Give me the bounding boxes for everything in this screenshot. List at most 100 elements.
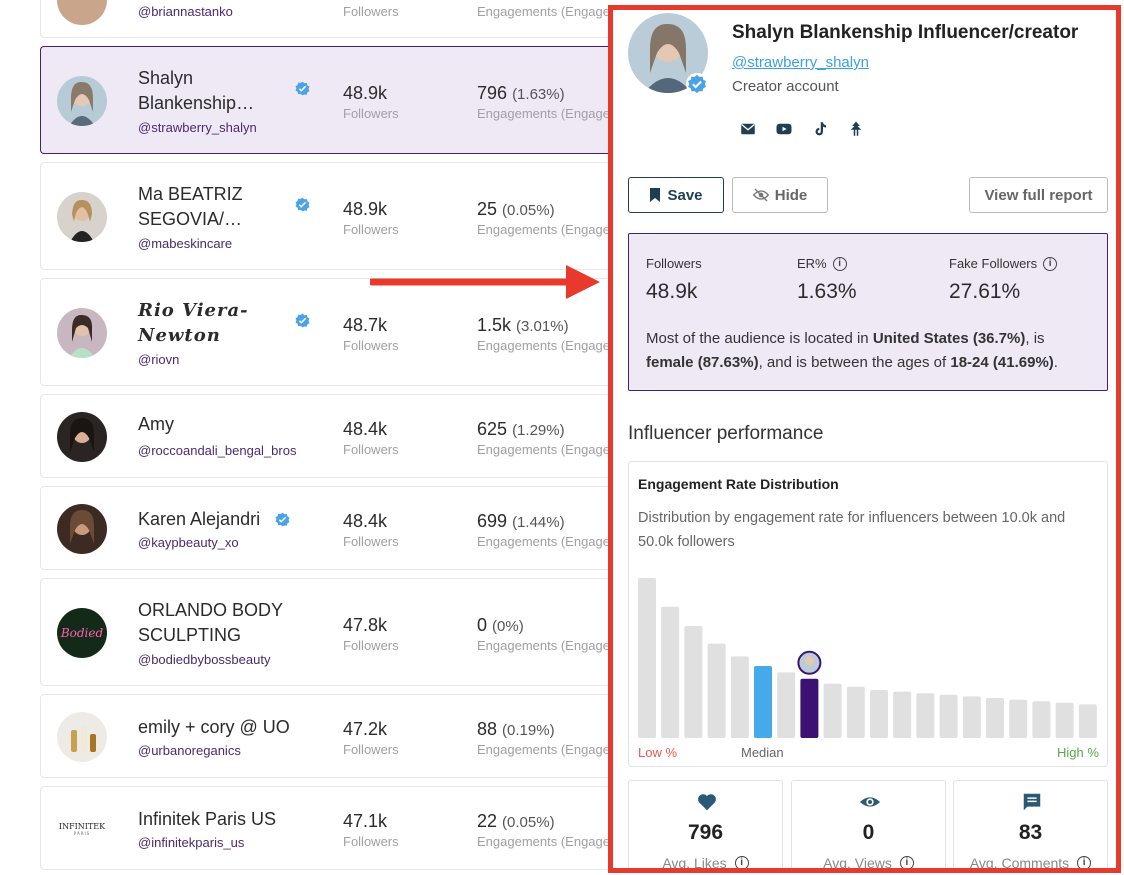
tiktok-icon[interactable] [811, 120, 829, 138]
chart-title: Engagement Rate Distribution [638, 476, 839, 492]
avatar-photo [57, 76, 107, 126]
followers-label: Followers [343, 4, 399, 19]
info-icon[interactable]: i [734, 856, 749, 868]
list-item-selected[interactable]: Shalyn Blankenship… @strawberry_shalyn 4… [40, 46, 621, 154]
summary-age: 18-24 (41.69%) [950, 354, 1054, 371]
engagements-label: Engagements (Engagem [477, 742, 621, 757]
eye-icon [859, 797, 881, 807]
chart-description: Distribution by engagement rate for infl… [638, 510, 1066, 550]
followers-metric-label-text: Followers [646, 256, 702, 271]
info-icon[interactable]: i [1077, 856, 1092, 868]
influencer-name[interactable]: Karen Alejandri [138, 509, 261, 529]
influencer-name[interactable]: Amy [138, 414, 174, 434]
engagements-pct: (0.19%) [502, 722, 555, 739]
engagements-label: Engagements (Engagem [477, 534, 621, 549]
account-type: Creator account [732, 78, 839, 95]
chart-bar [1055, 702, 1074, 738]
influencer-handle: @briannastanko [138, 4, 233, 19]
engagements-value: 0 [477, 615, 488, 635]
followers-label: Followers [343, 338, 399, 353]
influencer-handle: @urbanoreganics [138, 743, 241, 758]
info-icon[interactable]: i [832, 256, 847, 271]
chart-bar [684, 626, 703, 738]
verified-icon [686, 73, 708, 95]
youtube-icon[interactable] [775, 120, 793, 138]
brand-logo-subtext: PARIS [73, 831, 91, 836]
summary-text-2: , is [1025, 330, 1045, 347]
followers-count: 48.9k [343, 83, 388, 103]
followers-count: 47.2k [343, 719, 388, 739]
chart-bar [916, 693, 935, 738]
chart-bar [730, 656, 749, 738]
engagement-distribution-chart [638, 578, 1097, 738]
verified-icon [295, 313, 310, 328]
list-item[interactable]: Bodied ORLANDO BODY SCULPTING @bodiedbyb… [40, 578, 621, 686]
influencer-handle: @roccoandali_bengal_bros [138, 443, 297, 458]
avatar-photo [57, 412, 107, 462]
engagements-label: Engagements (Engagem [477, 338, 621, 353]
info-icon[interactable]: i [899, 856, 914, 868]
mail-icon[interactable] [739, 120, 757, 138]
engagements-count: 1.5k (3.01%) [477, 315, 569, 336]
avg-likes-card: 796 Avg. Likes i [628, 780, 783, 868]
report-button-label: View full report [984, 186, 1093, 204]
followers-count: 48.9k [343, 199, 388, 219]
median-label: Median [741, 745, 784, 760]
influencer-name[interactable]: emily + cory @ UO [138, 717, 290, 737]
chart-bar [777, 672, 796, 738]
list-item[interactable]: Karen Alejandri @kaypbeauty_xo 48.4k Fol… [40, 486, 621, 570]
hide-button[interactable]: Hide [732, 177, 828, 213]
list-item[interactable]: INFINITEK PARIS Infinitek Paris US @infi… [40, 786, 621, 870]
engagements-count: 22 (0.05%) [477, 811, 555, 832]
avatar-photo [57, 308, 107, 358]
view-full-report-button[interactable]: View full report [969, 177, 1108, 213]
comment-icon [1023, 793, 1041, 811]
avatar [57, 412, 107, 462]
profile-avatar [628, 13, 708, 93]
engagements-count: 625 (1.29%) [477, 419, 565, 440]
list-item[interactable]: Ma BEATRIZ SEGOVIA/… @mabeskincare 48.9k… [40, 162, 621, 270]
linktree-icon[interactable] [847, 120, 865, 138]
hide-button-label: Hide [774, 186, 808, 204]
influencer-name[interactable]: ORLANDO BODY SCULPTING [138, 600, 283, 645]
list-item[interactable]: Rio Viera-Newton @riovn 48.7k Followers … [40, 278, 621, 386]
avg-comments-value: 83 [1018, 821, 1043, 844]
followers-label: Followers [343, 834, 399, 849]
bookmark-icon [650, 188, 661, 202]
profile-handle-link[interactable]: @strawberry_shalyn [732, 54, 869, 71]
save-button-label: Save [667, 186, 703, 204]
followers-count: 48.4k [343, 511, 388, 531]
list-item[interactable]: Amy @roccoandali_bengal_bros 48.4k Follo… [40, 394, 621, 478]
heart-icon [698, 794, 716, 811]
summary-location: United States (36.7%) [872, 330, 1026, 347]
engagements-value: 625 [477, 419, 508, 439]
annotation-arrow [370, 265, 600, 299]
avatar [57, 76, 107, 126]
audience-summary-text: Most of the audience is located in Unite… [646, 327, 1096, 375]
avatar [57, 192, 107, 242]
summary-text-1: Most of the audience is located in [646, 330, 873, 347]
engagements-count: 25 (0.05%) [477, 199, 555, 220]
influencer-name[interactable]: Infinitek Paris US [138, 809, 277, 829]
influencer-name[interactable]: Shalyn Blankenship… [138, 68, 255, 113]
influencer-handle: @strawberry_shalyn [138, 120, 257, 135]
brand-logo-text: Bodied [60, 626, 104, 640]
list-item[interactable]: emily + cory @ UO @urbanoreganics 47.2k … [40, 694, 621, 778]
chart-bar-median [754, 666, 772, 738]
list-item[interactable]: @briannastanko Followers Engagements (En… [40, 0, 621, 38]
high-label: High % [1057, 745, 1099, 760]
info-icon[interactable]: i [1043, 256, 1058, 271]
summary-text-3: , and is between the ages of [758, 354, 951, 371]
avatar [57, 712, 107, 762]
influencer-name[interactable]: Ma BEATRIZ SEGOVIA/… [138, 184, 243, 229]
engagements-count: 0 (0%) [477, 615, 524, 636]
summary-text-4: . [1053, 354, 1058, 371]
engagements-pct: (0.05%) [502, 202, 555, 219]
profile-photo [628, 13, 708, 93]
engagements-value: 699 [477, 511, 508, 531]
engagements-label: Engagements (Engagem [477, 834, 621, 849]
chart-bar [986, 698, 1004, 738]
influencer-name[interactable]: Rio Viera-Newton [138, 300, 249, 346]
audience-summary-card: Followers 48.9k ER% i 1.63% Fake Follower… [628, 233, 1108, 391]
save-button[interactable]: Save [628, 177, 724, 213]
